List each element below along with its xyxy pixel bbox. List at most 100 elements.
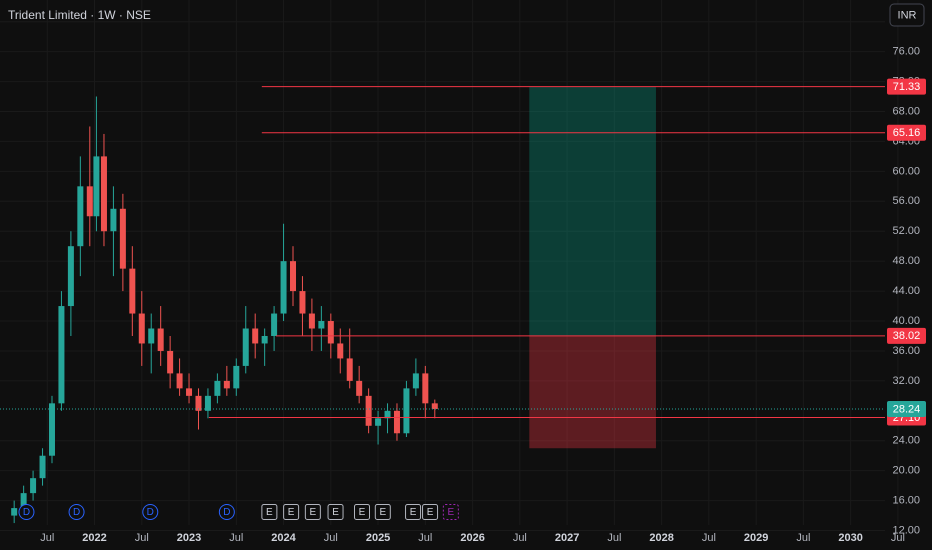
candle-body: [39, 455, 46, 479]
x-tick-label: Jul: [607, 532, 621, 544]
event-label[interactable]: E: [448, 507, 455, 518]
y-tick-label: 40.00: [892, 315, 920, 327]
y-tick-label: 20.00: [892, 465, 920, 477]
candle-body: [77, 186, 84, 247]
last-price-tag: [887, 401, 926, 418]
y-tick-label: 12.00: [892, 524, 920, 536]
x-tick-label: 2029: [744, 532, 768, 544]
level-tag: [887, 124, 926, 141]
y-tick-label: 68.00: [892, 105, 920, 117]
candle-body: [157, 328, 164, 351]
earnings-marker[interactable]: [327, 504, 344, 520]
candle-body: [299, 291, 306, 314]
candle-body: [280, 261, 287, 314]
x-tick-label: Jul: [702, 532, 716, 544]
earnings-marker[interactable]: [374, 504, 391, 520]
y-tick-label: 32.00: [892, 375, 920, 387]
x-tick-label: Jul: [229, 532, 243, 544]
x-tick-label: 2022: [82, 532, 106, 544]
level-tag-label: 38.02: [893, 330, 921, 342]
y-tick-label: 16.00: [892, 495, 920, 507]
candle-body: [261, 335, 268, 344]
candle-body: [403, 388, 410, 434]
dividend-marker[interactable]: [18, 504, 35, 520]
earnings-marker[interactable]: [261, 504, 278, 520]
candle-body: [242, 328, 249, 366]
dividend-marker[interactable]: [68, 504, 85, 520]
x-tick-label: 2025: [366, 532, 390, 544]
candle-body: [365, 395, 372, 426]
currency-label[interactable]: INR: [898, 9, 917, 21]
y-tick-label: 56.00: [892, 195, 920, 207]
target-zone: [529, 86, 656, 336]
candle-body: [204, 395, 211, 411]
candle-body: [384, 410, 391, 419]
event-label[interactable]: D: [23, 507, 30, 518]
x-tick-label: 2030: [838, 532, 862, 544]
candle-body: [346, 358, 353, 381]
candle-body: [86, 186, 93, 217]
event-label[interactable]: E: [288, 507, 295, 518]
event-label[interactable]: E: [379, 507, 386, 518]
axes: 12.00 16.00 20.00 24.00 32.00 36.00 40.00 44.00…: [18, 16, 926, 544]
x-tick-label: Jul: [891, 532, 905, 544]
candle-body: [223, 380, 230, 389]
candle-body: [11, 508, 18, 516]
candle-body: [356, 380, 363, 396]
event-label[interactable]: E: [310, 507, 317, 518]
earnings-marker[interactable]: [283, 504, 300, 520]
candle-body: [138, 313, 145, 344]
plot: [0, 86, 885, 524]
candle-body: [233, 365, 240, 389]
earnings-marker[interactable]: [405, 504, 422, 520]
candle-body: [186, 388, 193, 396]
event-label[interactable]: E: [427, 507, 434, 518]
x-tick-label: 2024: [271, 532, 296, 544]
earnings-marker[interactable]: [304, 504, 321, 520]
chart-title: Trident Limited · 1W · NSE: [8, 8, 151, 22]
event-label[interactable]: D: [223, 507, 230, 518]
candle-body: [129, 268, 136, 314]
event-label[interactable]: D: [147, 507, 154, 518]
candle-body: [30, 478, 37, 494]
candle-body: [290, 261, 297, 292]
earnings-marker[interactable]: [354, 504, 371, 520]
event-label[interactable]: E: [332, 507, 339, 518]
level-tag-label: 71.33: [893, 81, 921, 93]
event-label[interactable]: E: [266, 507, 273, 518]
last-price-label: 28.24: [893, 403, 921, 415]
x-tick-label: 2027: [555, 532, 579, 544]
candle-body: [67, 246, 74, 307]
level-tag: [887, 78, 926, 95]
x-tick-label: Jul: [40, 532, 54, 544]
y-tick-label: 60.00: [892, 165, 920, 177]
x-tick-label: 2028: [649, 532, 673, 544]
candle-body: [167, 350, 174, 374]
event-label[interactable]: D: [73, 507, 80, 518]
candle-body: [375, 418, 382, 426]
candle-body: [214, 380, 221, 396]
earnings-marker[interactable]: [442, 504, 459, 520]
candle-body: [412, 373, 419, 389]
stop-zone: [529, 335, 656, 449]
y-tick-label: 76.00: [892, 46, 920, 58]
grid: [0, 0, 899, 532]
dividend-marker[interactable]: [142, 504, 159, 520]
dividend-marker[interactable]: [218, 504, 235, 520]
candle-body: [422, 373, 429, 404]
candle-body: [148, 328, 155, 344]
level-tag: [887, 327, 926, 344]
y-tick-label: 48.00: [892, 255, 920, 267]
event-label[interactable]: E: [410, 507, 417, 518]
x-tick-label: 2026: [460, 532, 484, 544]
candle-body: [318, 321, 325, 329]
candle-body: [48, 403, 55, 456]
candle-body: [393, 410, 400, 434]
event-label[interactable]: E: [359, 507, 366, 518]
candle-body: [93, 156, 100, 217]
candle-body: [58, 306, 65, 404]
candle-body: [176, 373, 183, 389]
currency-button[interactable]: [889, 3, 925, 27]
candle-body: [252, 328, 259, 344]
earnings-marker[interactable]: [422, 504, 439, 520]
